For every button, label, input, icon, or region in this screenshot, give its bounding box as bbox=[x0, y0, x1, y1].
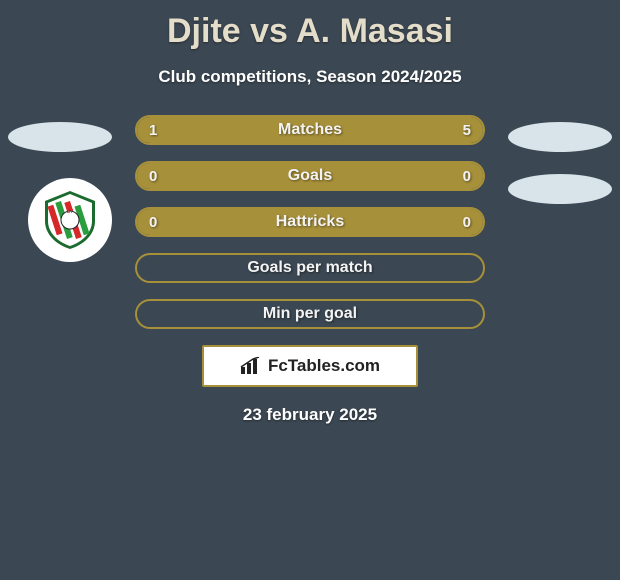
player-left-placeholder-icon bbox=[8, 122, 112, 152]
page-subtitle: Club competitions, Season 2024/2025 bbox=[0, 67, 620, 87]
svg-text:ST: ST bbox=[67, 209, 73, 215]
stat-row: Min per goal bbox=[135, 299, 485, 329]
stat-row: Goals per match bbox=[135, 253, 485, 283]
page-title: Djite vs A. Masasi bbox=[0, 0, 620, 51]
stat-label: Hattricks bbox=[137, 209, 483, 235]
fctables-badge[interactable]: FcTables.com bbox=[202, 345, 418, 387]
stat-row: 15Matches bbox=[135, 115, 485, 145]
bar-chart-icon bbox=[240, 357, 262, 375]
stat-label: Goals per match bbox=[137, 255, 483, 281]
club-left-logo: ST bbox=[28, 178, 112, 262]
stat-row: 00Goals bbox=[135, 161, 485, 191]
stat-label: Goals bbox=[137, 163, 483, 189]
fctables-label: FcTables.com bbox=[268, 356, 380, 376]
stade-tunisien-icon: ST bbox=[39, 189, 101, 251]
player-right-placeholder-icon bbox=[508, 122, 612, 152]
stat-row: 00Hattricks bbox=[135, 207, 485, 237]
date-label: 23 february 2025 bbox=[0, 405, 620, 425]
stat-label: Min per goal bbox=[137, 301, 483, 327]
club-right-placeholder-icon bbox=[508, 174, 612, 204]
stat-label: Matches bbox=[137, 117, 483, 143]
